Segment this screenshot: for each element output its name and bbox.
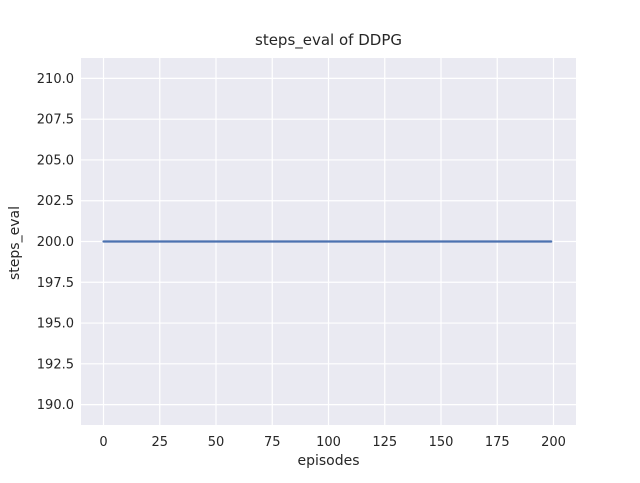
- x-tick-label: 150: [429, 435, 454, 450]
- x-axis-label: episodes: [297, 453, 360, 469]
- x-tick-label: 0: [99, 435, 107, 450]
- y-tick-label: 192.5: [37, 357, 74, 372]
- x-tick-label: 200: [541, 435, 566, 450]
- y-axis-label: steps_eval: [7, 206, 23, 280]
- y-tick-label: 210.0: [37, 72, 74, 87]
- y-tick-label: 195.0: [37, 317, 74, 332]
- x-tick-label: 125: [372, 435, 397, 450]
- chart-title: steps_eval of DDPG: [255, 31, 402, 49]
- x-tick-label: 25: [151, 435, 168, 450]
- x-tick-label: 75: [264, 435, 281, 450]
- x-tick-label: 50: [208, 435, 225, 450]
- x-tick-label: 175: [485, 435, 510, 450]
- y-tick-label: 197.5: [37, 276, 74, 291]
- y-tick-label: 202.5: [37, 194, 74, 209]
- y-tick-label: 200.0: [37, 235, 74, 250]
- y-tick-label: 190.0: [37, 398, 74, 413]
- y-tick-label: 205.0: [37, 153, 74, 168]
- x-tick-label: 100: [316, 435, 341, 450]
- y-tick-label: 207.5: [37, 113, 74, 128]
